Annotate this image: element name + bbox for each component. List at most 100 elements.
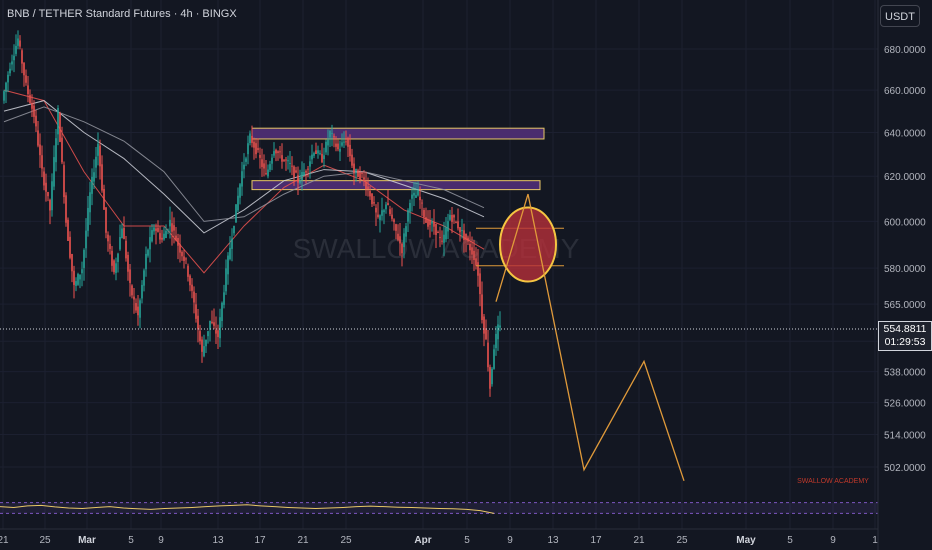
candle-body bbox=[333, 135, 335, 138]
candle-body bbox=[179, 243, 181, 253]
candle-body bbox=[423, 210, 425, 218]
candle-body bbox=[103, 188, 105, 210]
candle-body bbox=[215, 329, 217, 334]
candle-body bbox=[265, 173, 267, 175]
candle-body bbox=[311, 154, 313, 160]
candle-body bbox=[321, 153, 323, 163]
candle-body bbox=[143, 270, 145, 286]
candle-body bbox=[467, 237, 469, 242]
candle-body bbox=[405, 226, 407, 237]
candle-body bbox=[119, 237, 121, 250]
time-tick-label: 13 bbox=[212, 535, 224, 546]
candle-body bbox=[367, 186, 369, 190]
candle-body bbox=[135, 303, 137, 311]
candle-body bbox=[129, 269, 131, 283]
candle-body bbox=[39, 144, 41, 156]
candle-body bbox=[127, 254, 129, 272]
candle-body bbox=[23, 62, 25, 76]
candle-body bbox=[45, 182, 47, 192]
candle-body bbox=[475, 258, 477, 266]
candle-body bbox=[235, 204, 237, 223]
candle-body bbox=[397, 233, 399, 240]
candle-body bbox=[183, 256, 185, 261]
time-tick-label: 25 bbox=[676, 535, 688, 546]
candle-body bbox=[461, 230, 463, 232]
time-tick-label: May bbox=[736, 535, 756, 546]
candle-body bbox=[267, 169, 269, 177]
supply-zone[interactable] bbox=[251, 180, 541, 191]
candle-body bbox=[277, 151, 279, 154]
candle-body bbox=[327, 139, 329, 146]
candle-body bbox=[411, 194, 413, 199]
candle-body bbox=[93, 172, 95, 182]
candle-body bbox=[213, 322, 215, 326]
candle-body bbox=[169, 219, 171, 227]
candle-body bbox=[259, 155, 261, 158]
candle-body bbox=[217, 330, 219, 338]
projection-path[interactable] bbox=[495, 193, 685, 481]
current-price-tag: 554.8811 01:29:53 bbox=[878, 321, 932, 351]
candle-body bbox=[155, 228, 157, 231]
candle-body bbox=[281, 155, 283, 162]
candle-body bbox=[161, 237, 163, 240]
indicator-line bbox=[3, 89, 485, 274]
candle-body bbox=[231, 238, 233, 249]
candle-body bbox=[323, 155, 325, 159]
candle-body bbox=[89, 192, 91, 213]
time-axis[interactable]: 21 25 Mar 5 9 13 17 21 25 Apr 5 9 13 17 21 25 May 5 9 1 bbox=[0, 535, 878, 546]
candle-body bbox=[383, 210, 385, 213]
candle-body bbox=[31, 102, 33, 109]
candle-body bbox=[499, 325, 501, 328]
candle-body bbox=[243, 164, 245, 170]
time-tick-label: 17 bbox=[254, 535, 266, 546]
drawings[interactable] bbox=[476, 193, 685, 481]
candle-body bbox=[433, 222, 435, 227]
candle-body bbox=[229, 247, 231, 260]
candle-body bbox=[211, 321, 213, 324]
candle-body bbox=[153, 227, 155, 232]
candle-body bbox=[279, 151, 281, 153]
candle-body bbox=[441, 240, 443, 242]
target-circle[interactable] bbox=[499, 206, 557, 283]
candle-body bbox=[157, 227, 159, 232]
price-tick-label: 640.0000 bbox=[884, 128, 926, 139]
candle-body bbox=[117, 253, 119, 262]
candle-body bbox=[307, 168, 309, 170]
candle-body bbox=[271, 157, 273, 164]
time-tick-label: 13 bbox=[547, 535, 559, 546]
candle-body bbox=[361, 172, 363, 174]
time-tick-label: 5 bbox=[464, 535, 470, 546]
candle-body bbox=[57, 108, 59, 135]
candle-body bbox=[209, 320, 211, 330]
candle-body bbox=[251, 135, 253, 143]
candle-body bbox=[193, 291, 195, 303]
candle-body bbox=[19, 40, 21, 47]
candle-body bbox=[283, 159, 285, 161]
supply-zone[interactable] bbox=[251, 127, 545, 140]
candle-body bbox=[485, 328, 487, 340]
candle-body bbox=[369, 191, 371, 197]
grid bbox=[0, 0, 878, 529]
candle-body bbox=[341, 142, 343, 146]
candle-body bbox=[141, 284, 143, 299]
currency-button[interactable]: USDT bbox=[880, 5, 920, 27]
candle-body bbox=[185, 258, 187, 260]
candle-body bbox=[487, 342, 489, 368]
candle-body bbox=[75, 281, 77, 286]
candle-body bbox=[163, 233, 165, 240]
candle-body bbox=[465, 233, 467, 241]
candle-body bbox=[443, 234, 445, 243]
candle-body bbox=[239, 184, 241, 198]
candle-body bbox=[35, 115, 37, 127]
candle-body bbox=[377, 214, 379, 217]
candle-body bbox=[273, 151, 275, 156]
candle-body bbox=[91, 176, 93, 194]
candle-body bbox=[249, 133, 251, 144]
price-axis[interactable]: 680.0000 660.0000 640.0000 620.0000 600.0000… bbox=[884, 45, 926, 474]
candle-body bbox=[339, 148, 341, 152]
candle-body bbox=[207, 331, 209, 337]
candle-body bbox=[147, 249, 149, 256]
candle-body bbox=[27, 85, 29, 95]
time-tick-label: 9 bbox=[830, 535, 836, 546]
